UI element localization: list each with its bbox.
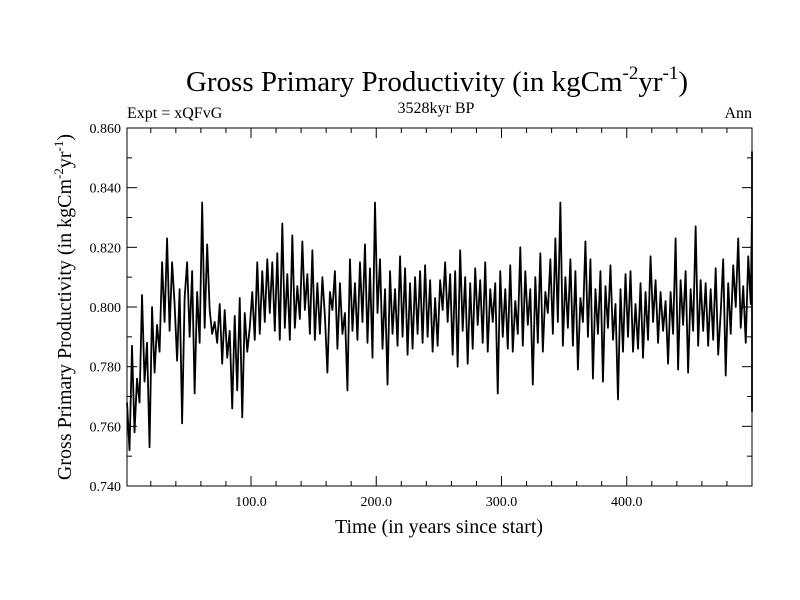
x-tick-label: 400.0	[611, 495, 643, 510]
y-tick-label: 0.780	[90, 361, 122, 376]
x-tick-label: 300.0	[486, 495, 518, 510]
plot-area-frame	[126, 127, 753, 487]
chart-title: Gross Primary Productivity (in kgCm-2yr-…	[186, 63, 688, 98]
y-tick-label: 0.840	[90, 182, 122, 197]
y-tick-label: 0.740	[90, 480, 122, 495]
axis-ticks: 100.0 200.0 300.0 400.0 0.740 0.760 0.780 0.800…	[90, 122, 752, 510]
chart-title-sup1: -2	[623, 63, 639, 84]
x-axis-label: Time (in years since start)	[335, 516, 543, 538]
chart-title-mid: yr	[638, 66, 663, 98]
gpp-series-line	[126, 150, 753, 452]
y-tick-label: 0.860	[90, 122, 122, 137]
y-tick-label: 0.820	[90, 241, 122, 256]
y-tick-label: 0.760	[90, 420, 122, 435]
y-axis-label-main: Gross Primary Productivity (in kgCm	[54, 179, 76, 481]
y-axis-label-end: )	[54, 134, 76, 141]
y-axis-label-sup1: -2	[51, 168, 66, 179]
y-axis-label-sup2: -1	[51, 141, 66, 152]
chart-title-end: )	[678, 66, 688, 98]
y-tick-label: 0.800	[90, 301, 122, 316]
x-tick-label: 200.0	[360, 495, 392, 510]
chart-title-main: Gross Primary Productivity (in kgCm	[186, 66, 623, 98]
x-tick-label: 100.0	[235, 495, 267, 510]
chart-title-sup2: -1	[663, 63, 679, 84]
y-axis-label: Gross Primary Productivity (in kgCm-2yr-…	[51, 134, 76, 480]
subtitle-period: 3528kyr BP	[398, 100, 475, 117]
subtitle-season: Ann	[724, 105, 752, 122]
y-axis-label-mid: yr	[54, 151, 76, 168]
subtitle-experiment: Expt = xQFvG	[127, 105, 223, 122]
